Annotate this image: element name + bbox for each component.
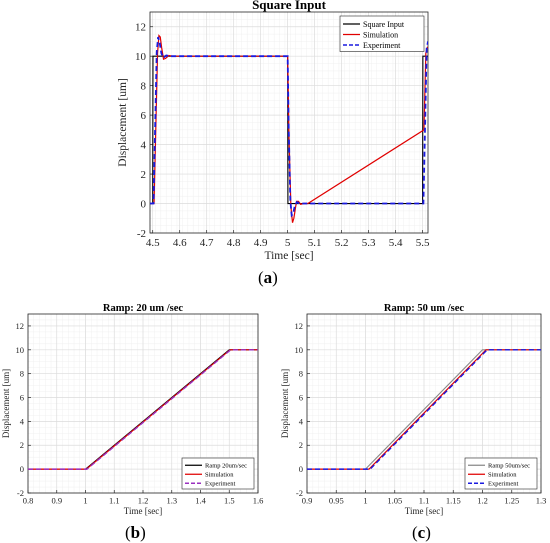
chart-b-ytick-label: 6 [20, 393, 24, 403]
caption-a: (a) [258, 268, 278, 287]
chart-c-ylabel: Displacement [um] [280, 369, 290, 438]
chart-c-xtick-label: 1.15 [446, 496, 461, 506]
chart-b-xtick-label: 1.2 [138, 496, 149, 506]
chart-c-ytick-label: -2 [296, 488, 303, 498]
chart-b-ytick-label: -2 [17, 488, 24, 498]
chart-b-series-experiment [28, 349, 258, 470]
chart-b: 0.8 0.9 1 1.1 1.2 1.3 1.4 1.5 1.6 -2 0 2 4 6 8 10 12 Ramp… [1, 303, 263, 516]
chart-c-xtick-label: 1.25 [504, 496, 519, 506]
chart-b-xtick-label: 1.5 [224, 496, 235, 506]
chart-b-ytick-label: 10 [16, 345, 25, 355]
chart-b-ytick-label: 12 [16, 321, 25, 331]
chart-b-legend: Ramp 20um/sec Simulation Experiment [181, 457, 255, 490]
chart-a-legend-box [339, 15, 425, 52]
chart-c-xtick-label: 0.95 [329, 496, 344, 506]
chart-c-ytick-label: 0 [299, 464, 303, 474]
chart-c-ytick-label: 2 [299, 440, 303, 450]
chart-a-ytick-label: 10 [135, 51, 147, 63]
chart-c-title: Ramp: 50 um /sec [384, 303, 465, 314]
chart-a-xtick-label: 4.7 [200, 237, 214, 249]
chart-c-ytick-label: 4 [299, 416, 304, 426]
chart-b-title: Ramp: 20 um /sec [103, 303, 184, 314]
chart-b-legend-label: Experiment [205, 481, 236, 488]
caption-b: (b) [125, 523, 146, 542]
chart-c-legend-label: Simulation [488, 472, 517, 479]
chart-c-xtick-label: 1.05 [387, 496, 402, 506]
chart-a-axes-frame [149, 11, 429, 234]
chart-c-series-experiment [307, 349, 541, 470]
chart-b-xtick-label: 1 [83, 496, 87, 506]
chart-c-xtick-label: 1.1 [419, 496, 430, 506]
chart-b-ytick-label: 0 [20, 464, 24, 474]
chart-a-series-square-input [150, 55, 428, 205]
chart-a-xtick-label: 4.9 [254, 237, 268, 249]
chart-a-title: Square Input [252, 0, 326, 12]
chart-a-xtick-label: 5.1 [308, 237, 322, 249]
chart-c-xtick-label: 1 [363, 496, 367, 506]
chart-c-ytick-label: 12 [295, 321, 304, 331]
chart-a-ytick-label: -2 [137, 228, 146, 240]
chart-c-xlabel: Time [sec] [405, 506, 443, 516]
chart-b-ytick-label: 8 [20, 369, 24, 379]
chart-a-xtick-label: 5.3 [362, 237, 376, 249]
chart-a-xlabel: Time [sec] [264, 250, 313, 262]
caption-c-letter: c [417, 523, 426, 542]
chart-b-ylabel: Displacement [um] [1, 369, 11, 438]
caption-c: (c) [412, 523, 431, 542]
chart-b-xtick-label: 1.3 [166, 496, 177, 506]
chart-c-legend: Ramp 50um/sec Simulation Experiment [464, 457, 538, 490]
chart-b-ytick-label: 4 [20, 416, 25, 426]
chart-c-ytick-label: 10 [295, 345, 304, 355]
chart-a-ylabel: Displacement [um] [117, 78, 129, 166]
caption-a-letter: a [263, 268, 273, 287]
chart-a-ytick-label: 8 [141, 81, 147, 93]
chart-c-xtick-label: 1.3 [536, 496, 547, 506]
chart-b-xtick-label: 1.1 [109, 496, 120, 506]
chart-c-ytick-label: 6 [299, 393, 303, 403]
chart-a-xtick-label: 5.5 [416, 237, 430, 249]
chart-b-xtick-label: 1.6 [253, 496, 264, 506]
chart-c: 0.9 0.95 1 1.05 1.1 1.15 1.2 1.25 1.3 -2 0 2 4 6 8 10 12… [280, 303, 546, 516]
chart-a-xtick-label: 5.4 [389, 237, 403, 249]
chart-c-legend-label: Ramp 50um/sec [488, 463, 530, 470]
caption-b-letter: b [130, 523, 141, 542]
chart-a-xtick-label: 4.8 [227, 237, 241, 249]
chart-c-legend-label: Experiment [488, 481, 519, 488]
chart-b-xlabel: Time [sec] [124, 506, 162, 516]
chart-a-legend-label: Square Input [363, 20, 405, 29]
chart-b-xtick-label: 0.9 [51, 496, 62, 506]
chart-c-xtick-label: 1.2 [477, 496, 488, 506]
chart-a-ytick-label: 2 [141, 169, 147, 181]
chart-a-ytick-label: 6 [141, 110, 147, 122]
chart-a: 4.5 4.6 4.7 4.8 4.9 5 5.1 5.2 5.3 5.4 5.5 -2 0 2 4 6 8 10… [117, 0, 430, 262]
chart-a-ytick-label: 4 [141, 139, 147, 151]
chart-a-series-experiment [150, 36, 428, 218]
chart-a-legend-label: Experiment [363, 41, 401, 50]
chart-b-xtick-label: 0.8 [23, 496, 34, 506]
chart-b-ytick-label: 2 [20, 440, 24, 450]
chart-a-ytick-label: 12 [135, 22, 146, 34]
chart-b-legend-label: Simulation [205, 472, 234, 479]
chart-c-xtick-label: 0.9 [302, 496, 313, 506]
chart-a-xtick-label: 4.5 [146, 237, 160, 249]
chart-b-legend-box [181, 457, 255, 490]
chart-b-xtick-label: 1.4 [195, 496, 206, 506]
chart-c-ytick-label: 8 [299, 369, 303, 379]
chart-b-legend-label: Ramp 20um/sec [205, 463, 247, 470]
chart-a-xtick-label: 5.2 [335, 237, 349, 249]
chart-a-xtick-label: 4.6 [173, 237, 187, 249]
chart-a-legend-label: Simulation [363, 30, 398, 39]
chart-a-xtick-label: 5 [285, 237, 291, 249]
chart-a-ytick-label: 0 [141, 198, 147, 210]
